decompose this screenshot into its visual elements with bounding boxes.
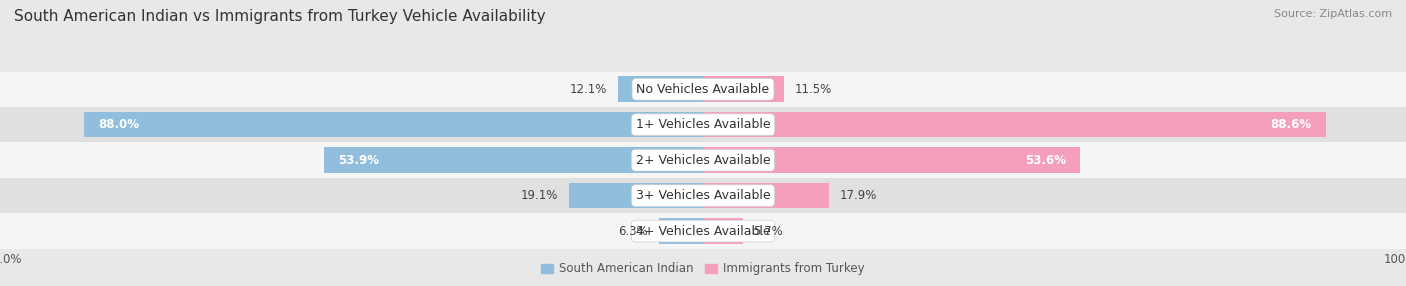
Text: 4+ Vehicles Available: 4+ Vehicles Available	[636, 225, 770, 238]
Bar	[0, 213, 1406, 249]
Text: South American Indian vs Immigrants from Turkey Vehicle Availability: South American Indian vs Immigrants from…	[14, 9, 546, 23]
Text: 88.6%: 88.6%	[1271, 118, 1312, 131]
Text: 12.1%: 12.1%	[569, 83, 607, 96]
Text: 6.3%: 6.3%	[619, 225, 648, 238]
Bar	[619, 76, 703, 102]
Bar	[703, 218, 744, 244]
Bar	[658, 218, 703, 244]
Text: 53.6%: 53.6%	[1025, 154, 1066, 167]
Bar	[568, 183, 703, 208]
Text: Source: ZipAtlas.com: Source: ZipAtlas.com	[1274, 9, 1392, 19]
Text: 1+ Vehicles Available: 1+ Vehicles Available	[636, 118, 770, 131]
Bar	[0, 72, 1406, 107]
Text: No Vehicles Available: No Vehicles Available	[637, 83, 769, 96]
Legend: South American Indian, Immigrants from Turkey: South American Indian, Immigrants from T…	[537, 258, 869, 280]
Bar	[703, 112, 1326, 138]
Bar	[0, 107, 1406, 142]
Text: 2+ Vehicles Available: 2+ Vehicles Available	[636, 154, 770, 167]
Text: 53.9%: 53.9%	[337, 154, 380, 167]
Bar	[0, 178, 1406, 213]
Bar	[323, 147, 703, 173]
Bar	[703, 76, 785, 102]
Text: 17.9%: 17.9%	[839, 189, 877, 202]
Text: 5.7%: 5.7%	[754, 225, 783, 238]
Text: 3+ Vehicles Available: 3+ Vehicles Available	[636, 189, 770, 202]
Text: 88.0%: 88.0%	[98, 118, 139, 131]
Bar	[703, 183, 830, 208]
Bar	[0, 142, 1406, 178]
Bar	[703, 147, 1080, 173]
Text: 11.5%: 11.5%	[794, 83, 831, 96]
Text: 19.1%: 19.1%	[520, 189, 558, 202]
Bar	[84, 112, 703, 138]
